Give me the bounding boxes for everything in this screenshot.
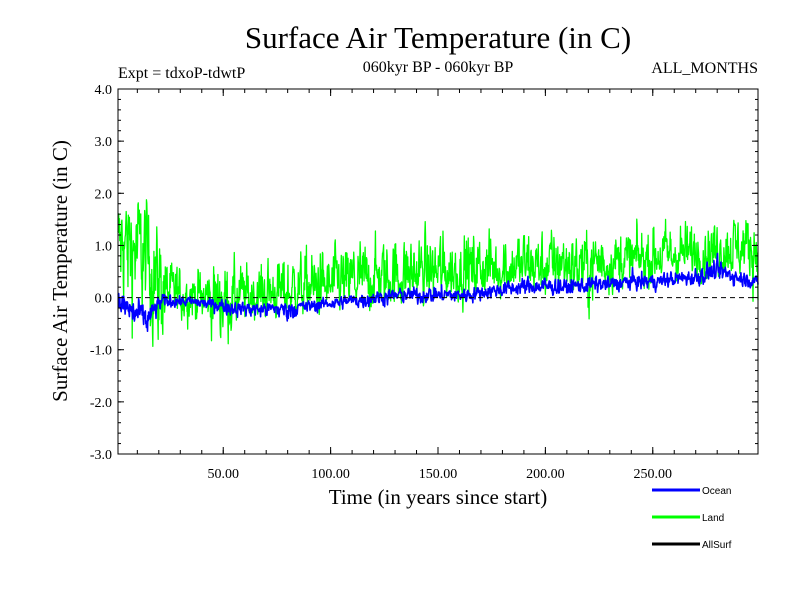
y-tick-label: 3.0 <box>95 135 113 150</box>
series-line-land <box>117 199 759 347</box>
x-tick-label: 250.00 <box>634 467 673 482</box>
y-axis-label: Surface Air Temperature (in C) <box>48 140 72 402</box>
chart-subtitle-right: ALL_MONTHS <box>651 60 758 77</box>
x-axis: 50.00 100.00 150.00 200.00 250.00 <box>136 89 740 482</box>
y-tick-label: -3.0 <box>90 448 112 463</box>
x-axis-label: Time (in years since start) <box>329 485 548 509</box>
legend: Ocean Land AllSurf <box>652 486 732 551</box>
x-tick-label: 150.00 <box>419 467 458 482</box>
x-tick-label: 50.00 <box>207 467 239 482</box>
y-tick-label: 2.0 <box>95 187 113 202</box>
legend-label-land: Land <box>702 513 724 524</box>
y-axis: -3.0 -2.0 -1.0 0.0 1.0 2.0 3.0 4.0 <box>90 83 758 463</box>
x-tick-label: 100.00 <box>311 467 350 482</box>
y-tick-label: 1.0 <box>95 239 113 254</box>
y-tick-label: 4.0 <box>95 83 113 98</box>
x-tick-label: 200.00 <box>526 467 565 482</box>
y-tick-label: 0.0 <box>95 292 113 307</box>
chart-subtitle-center: 060kyr BP - 060kyr BP <box>363 59 514 76</box>
chart-title: Surface Air Temperature (in C) <box>245 20 631 55</box>
legend-label-ocean: Ocean <box>702 486 731 497</box>
y-tick-label: -2.0 <box>90 396 112 411</box>
plot-series-group <box>117 199 759 347</box>
y-tick-label: -1.0 <box>90 344 112 359</box>
series-line-ocean <box>117 252 759 332</box>
legend-label-allsurf: AllSurf <box>702 540 732 551</box>
chart-subtitle-left: Expt = tdxoP-tdwtP <box>118 65 245 82</box>
